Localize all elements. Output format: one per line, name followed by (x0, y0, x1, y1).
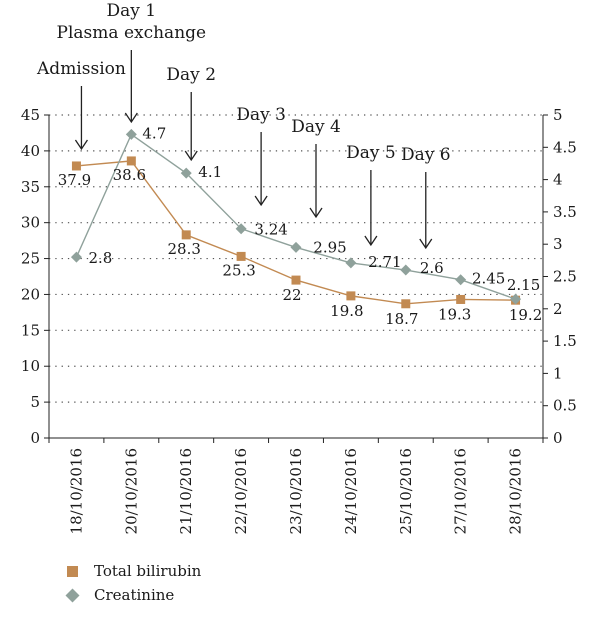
annotation-label: Day 6 (401, 145, 451, 165)
y-right-tick-label: 5 (553, 106, 563, 124)
data-label: 2.15 (507, 276, 540, 294)
chart: 0 5 10 15 20 25 30 35 40 45 0 0.5 1 1.5 2 2.5 3 3.5 4 4.5 5 1… (21, 1, 577, 534)
series-layer (70, 128, 522, 309)
annotation-label: Day 4 (291, 117, 341, 137)
y-left-tick-label: 45 (21, 106, 40, 124)
x-tick-label: 23/10/2016 (287, 448, 305, 534)
legend-swatch-total-bilirubin (58, 564, 86, 578)
annotation-label: Plasma exchange (57, 23, 207, 43)
data-point-square (236, 251, 246, 261)
legend-item-creatinine: Creatinine (58, 586, 174, 604)
data-label: 19.8 (330, 302, 363, 320)
data-point-diamond (345, 257, 357, 269)
data-point-diamond (455, 274, 467, 286)
data-label: 2.45 (472, 270, 505, 288)
x-tick-label: 27/10/2016 (452, 448, 470, 534)
annotation-label: Day 5 (346, 143, 396, 163)
data-label: 25.3 (222, 261, 255, 279)
data-point-diamond (400, 264, 412, 276)
y-right-tick-label: 0 (553, 429, 563, 447)
data-point-diamond (125, 128, 137, 140)
data-label: 2.95 (313, 238, 346, 256)
annotation-arrowhead (364, 235, 378, 247)
annotation-arrowhead (124, 112, 138, 124)
data-label: 4.1 (198, 163, 222, 181)
y-left-tick-label: 30 (21, 214, 40, 232)
data-label: 2.71 (368, 253, 401, 271)
annotation-arrowhead (74, 139, 88, 151)
y-left-tick-label: 40 (21, 142, 40, 160)
annotation-arrowhead (309, 207, 323, 219)
x-tick-label: 21/10/2016 (177, 448, 195, 534)
data-point-square (126, 156, 136, 166)
y-left-tick-label: 15 (21, 321, 40, 339)
annotation-label: Day 3 (236, 105, 286, 125)
data-point-diamond (180, 167, 192, 179)
data-point-square (291, 275, 301, 285)
annotation-arrowhead (184, 150, 198, 162)
y-left-tick-label: 0 (30, 429, 40, 447)
y-right-tick-label: 3.5 (553, 203, 577, 221)
y-right-tick-label: 1.5 (553, 332, 577, 350)
square-marker-icon (67, 566, 78, 577)
annotation-label: Day 1 (107, 1, 157, 21)
data-point-diamond (510, 293, 522, 305)
x-tick-label: 24/10/2016 (342, 448, 360, 534)
annotation-arrowhead (419, 238, 433, 250)
y-right-tick-label: 4 (553, 171, 563, 189)
data-label: 4.7 (142, 124, 166, 142)
data-label: 37.9 (58, 171, 91, 189)
data-point-diamond (70, 251, 82, 263)
axes: 0 5 10 15 20 25 30 35 40 45 0 0.5 1 1.5 2 2.5 3 3.5 4 4.5 5 1… (21, 106, 577, 534)
data-label: 19.3 (438, 305, 471, 323)
x-tick-label: 28/10/2016 (507, 448, 525, 534)
data-point-diamond (235, 223, 247, 235)
annotation-arrowhead (254, 195, 268, 207)
y-right-tick-label: 1 (553, 364, 563, 382)
y-right-tick-label: 2.5 (553, 268, 577, 286)
data-label: 18.7 (385, 310, 418, 328)
y-right-tick-label: 3 (553, 235, 563, 253)
x-tick-label: 25/10/2016 (397, 448, 415, 534)
y-left-tick-label: 25 (21, 250, 40, 268)
data-point-square (71, 161, 81, 171)
legend-label: Creatinine (94, 586, 175, 604)
annotation-label: Admission (36, 59, 126, 79)
data-label: 19.2 (509, 306, 542, 324)
y-left-tick-label: 20 (21, 285, 40, 303)
y-right-tick-label: 0.5 (553, 397, 577, 415)
data-label: 3.24 (254, 221, 287, 239)
x-tick-label: 20/10/2016 (122, 448, 140, 534)
legend-item-total-bilirubin: Total bilirubin (58, 562, 201, 580)
data-point-square (346, 291, 356, 301)
data-label: 2.8 (89, 249, 113, 267)
y-left-tick-label: 5 (30, 393, 40, 411)
data-label: 2.6 (420, 259, 444, 277)
x-tick-label: 22/10/2016 (232, 448, 250, 534)
data-point-square (181, 230, 191, 240)
data-label: 28.3 (168, 240, 201, 258)
x-tick-label: 18/10/2016 (67, 448, 85, 534)
y-right-tick-label: 2 (553, 300, 563, 318)
data-point-square (456, 294, 466, 304)
data-point-square (401, 299, 411, 309)
annotation-label: Day 2 (166, 65, 216, 85)
y-left-tick-label: 35 (21, 178, 40, 196)
grid-lines (49, 114, 543, 403)
y-right-tick-label: 4.5 (553, 138, 577, 156)
y-left-tick-label: 10 (21, 357, 40, 375)
data-labels: 37.9 38.6 28.3 25.3 22 19.8 18.7 19.3 19.2 2.8 4.7… (58, 124, 543, 327)
data-point-diamond (290, 241, 302, 253)
legend-label: Total bilirubin (94, 562, 202, 580)
legend-swatch-creatinine (58, 588, 86, 603)
diamond-marker-icon (65, 588, 80, 603)
data-label: 38.6 (113, 166, 146, 184)
data-label: 22 (282, 286, 301, 304)
